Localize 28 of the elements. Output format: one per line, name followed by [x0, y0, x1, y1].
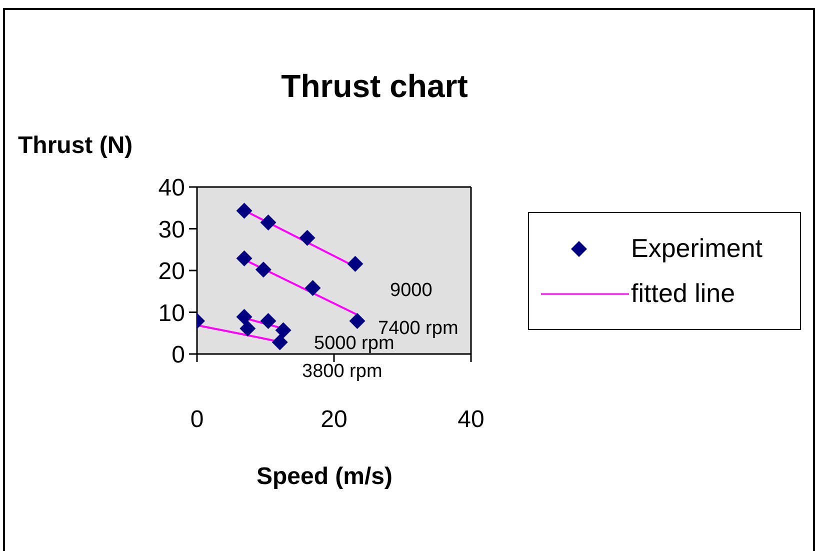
x-axis-title: Speed (m/s)	[256, 463, 393, 490]
text: 3800 rpm	[302, 361, 382, 382]
legend-label: fitted line	[631, 278, 736, 309]
point	[349, 313, 366, 330]
x-tick-label: 20	[320, 406, 348, 434]
point	[260, 214, 276, 230]
y-tick-label: 20	[158, 258, 185, 286]
point	[299, 230, 316, 246]
y-tick-label: 10	[158, 300, 185, 327]
annotation: 9000	[390, 280, 432, 301]
point	[275, 322, 292, 338]
point	[304, 280, 321, 296]
point	[347, 256, 364, 272]
chart-title: Thrust chart	[281, 68, 468, 104]
point	[240, 320, 256, 337]
point	[272, 334, 288, 350]
y-tick-label: 30	[158, 216, 185, 244]
point	[260, 313, 276, 330]
point	[236, 202, 252, 219]
y-tick-label: 0	[172, 342, 185, 369]
legend-label: Experiment	[631, 233, 762, 264]
point	[255, 262, 272, 278]
x-tick-label: 40	[458, 406, 484, 434]
point	[236, 250, 252, 266]
point	[236, 308, 252, 325]
y-axis-title: Thrust (N)	[18, 132, 133, 159]
x-tick-label: 0	[190, 406, 204, 434]
y-tick-label: 40	[158, 174, 185, 202]
